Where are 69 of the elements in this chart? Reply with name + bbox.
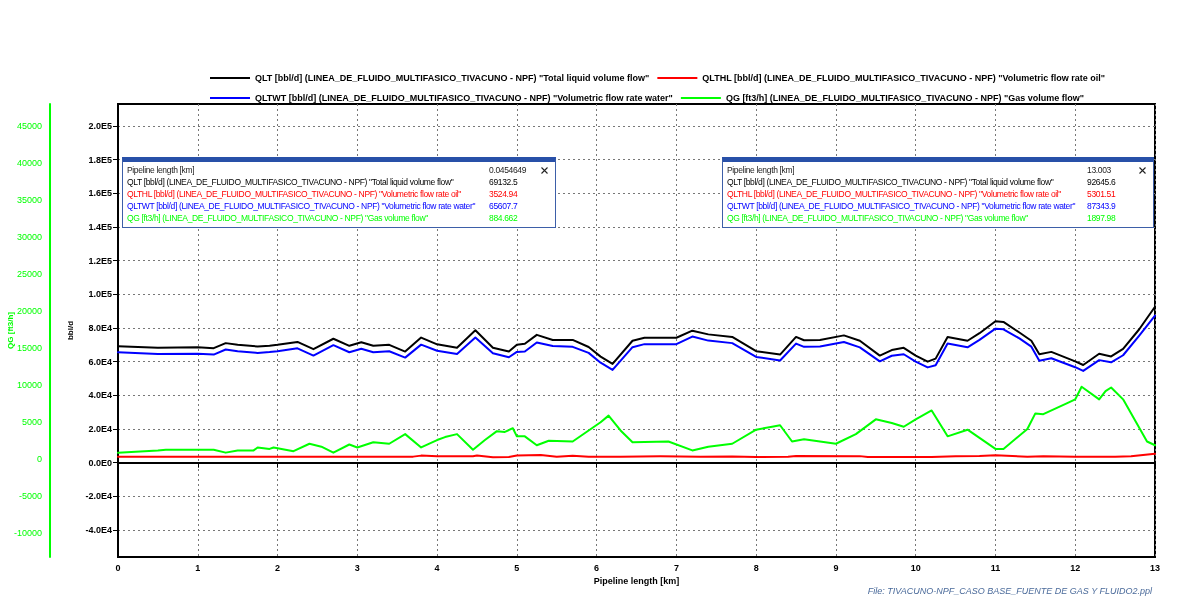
y-tick-label: 6.0E4 xyxy=(88,356,112,367)
y2-tick-label: 35000 xyxy=(16,195,42,206)
x-tick-label: 5 xyxy=(514,562,520,573)
y-tick-label: 8.0E4 xyxy=(88,322,112,333)
x-tick-label: 0 xyxy=(115,562,121,573)
y2-axis-title: QG [ft3/h] xyxy=(5,311,15,349)
legend-label: QG [ft3/h] (LINEA_DE_FLUIDO_MULTIFASICO_TIVACUNO - NPF) "Gas volume flow" xyxy=(725,93,1085,103)
legend-label: QLT [bbl/d] (LINEA_DE_FLUIDO_MULTIFASICO_TIVACUNO - NPF) "Total liquid volume flow" xyxy=(255,73,650,83)
y2-tick-label: -5000 xyxy=(18,491,42,502)
line-series xyxy=(117,314,1156,372)
x-tick-label: 12 xyxy=(1070,562,1081,573)
y-tick-label: 2.0E5 xyxy=(88,120,112,131)
x-tick-label: 6 xyxy=(594,562,600,573)
x-tick-label: 11 xyxy=(990,562,1001,573)
annotation: QG [ft3/h] (LINEA_DE_FLUIDO_MULTIFASICO_TIVACUNO - NPF) "Gas volume flow" xyxy=(727,212,1029,224)
y-tick-label: 1.6E5 xyxy=(88,188,112,199)
annotation: Pipeline length [km] xyxy=(727,164,796,176)
y-tick-label: -4.0E4 xyxy=(85,525,112,536)
y2-tick-label: 5000 xyxy=(21,417,42,428)
annotation: 5301.51 xyxy=(1087,188,1117,200)
annotation: 92645.6 xyxy=(1087,176,1117,188)
annotation: QLTHL [bbl/d] (LINEA_DE_FLUIDO_MULTIFASICO_TIVACUNO - NPF) "Volumetric flow rate oil" xyxy=(127,188,462,200)
annotation: QG [ft3/h] (LINEA_DE_FLUIDO_MULTIFASICO_TIVACUNO - NPF) "Gas volume flow" xyxy=(127,212,429,224)
x-tick-label: 4 xyxy=(434,562,440,573)
y2-tick-label: 10000 xyxy=(16,380,42,391)
annotation: QLTWT [bbl/d] (LINEA_DE_FLUIDO_MULTIFASICO_TIVACUNO - NPF) "Volumetric flow rate water" xyxy=(727,200,1077,212)
x-tick-label: 10 xyxy=(910,562,921,573)
y-tick-label: 1.4E5 xyxy=(88,221,112,232)
text: File: TIVACUNO-NPF_CASO BASE_FUENTE DE GAS Y FLUIDO2.ppl xyxy=(867,586,1152,596)
x-tick-label: 7 xyxy=(673,562,679,573)
x-tick-label: 13 xyxy=(1149,562,1161,573)
x-tick-label: 2 xyxy=(275,562,281,573)
legend-label: QLTHL [bbl/d] (LINEA_DE_FLUIDO_MULTIFASICO_TIVACUNO - NPF) "Volumetric flow rate oil" xyxy=(702,73,1106,83)
line-series xyxy=(117,385,1156,454)
annotation: QLT [bbl/d] (LINEA_DE_FLUIDO_MULTIFASICO_TIVACUNO - NPF) "Total liquid volume flow" xyxy=(127,176,455,188)
x-axis-title: Pipeline length [km] xyxy=(593,576,680,587)
annotation: QLTWT [bbl/d] (LINEA_DE_FLUIDO_MULTIFASICO_TIVACUNO - NPF) "Volumetric flow rate water" xyxy=(127,200,477,212)
y-tick-label: 2.0E4 xyxy=(88,424,112,435)
x-tick-label: 3 xyxy=(354,562,360,573)
y2-tick-label: 15000 xyxy=(16,343,42,354)
annotation: 884.662 xyxy=(489,212,519,224)
y-axis-title: bbl/d xyxy=(66,320,76,341)
annotation: 65607.7 xyxy=(489,200,519,212)
x-tick-label: 8 xyxy=(753,562,759,573)
y2-tick-label: 30000 xyxy=(16,232,42,243)
annotation: 87343.9 xyxy=(1087,200,1117,212)
y-tick-label: 0.0E0 xyxy=(88,457,112,468)
annotation: 13.003 xyxy=(1087,164,1112,176)
legend-label: QLTWT [bbl/d] (LINEA_DE_FLUIDO_MULTIFASICO_TIVACUNO - NPF) "Volumetric flow rate water" xyxy=(255,93,673,103)
y-tick-label: 1.2E5 xyxy=(88,255,112,266)
x-tick-label: 1 xyxy=(195,562,201,573)
y-tick-label: -2.0E4 xyxy=(85,491,112,502)
annotation: 1897.98 xyxy=(1087,212,1117,224)
annotation: 0.0454649 xyxy=(489,164,528,176)
y2-tick-label: 40000 xyxy=(16,158,42,169)
y2-tick-label: -10000 xyxy=(13,528,42,539)
y2-tick-label: 45000 xyxy=(16,121,42,132)
annotation: 69132.5 xyxy=(489,176,519,188)
y-tick-label: 1.8E5 xyxy=(88,154,112,165)
annotation: Pipeline length [km] xyxy=(127,164,196,176)
y2-tick-label: 0 xyxy=(36,454,42,465)
y-tick-label: 1.0E5 xyxy=(88,289,112,300)
annotation: QLTHL [bbl/d] (LINEA_DE_FLUIDO_MULTIFASICO_TIVACUNO - NPF) "Volumetric flow rate oil" xyxy=(727,188,1062,200)
y2-tick-label: 20000 xyxy=(16,306,42,317)
annotation: QLT [bbl/d] (LINEA_DE_FLUIDO_MULTIFASICO_TIVACUNO - NPF) "Total liquid volume flow" xyxy=(727,176,1055,188)
x-tick-label: 9 xyxy=(833,562,839,573)
y2-tick-label: 25000 xyxy=(16,269,42,280)
annotation: 3524.94 xyxy=(489,188,519,200)
y-tick-label: 4.0E4 xyxy=(88,390,112,401)
